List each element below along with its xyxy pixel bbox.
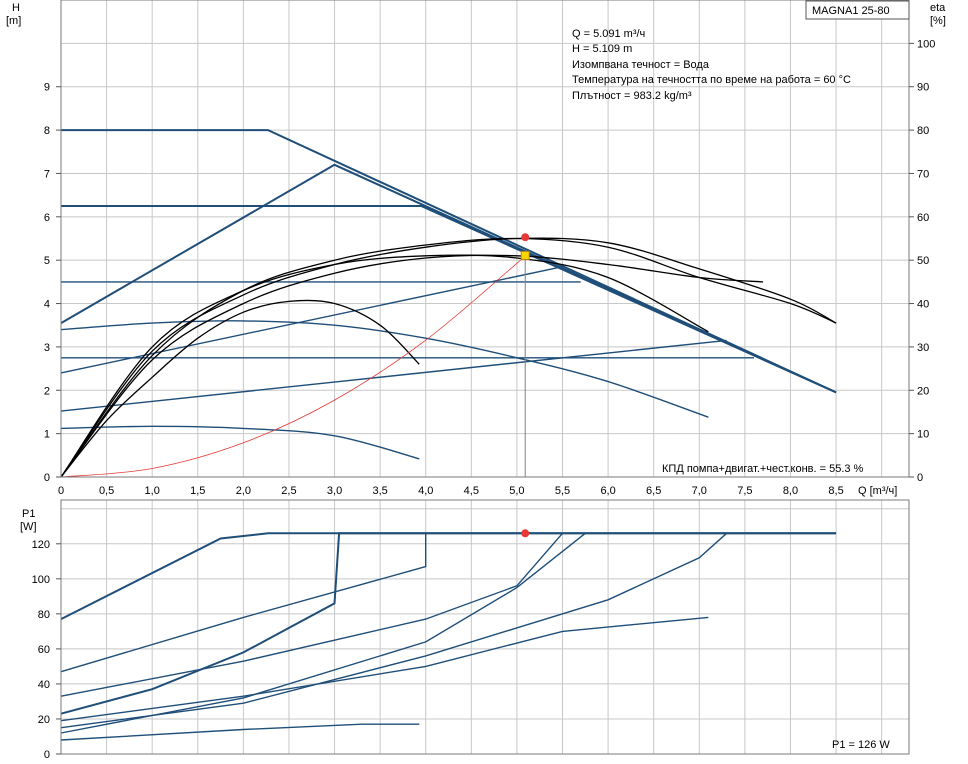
y-tick-label-h: 9 [44, 82, 50, 94]
y-tick-label-eta: 30 [917, 342, 929, 354]
y-tick-label-p1: 60 [38, 644, 50, 656]
duty-point-head-marker [520, 250, 530, 260]
y-tick-label-eta: 100 [917, 38, 935, 50]
y-tick-label-p1: 20 [38, 714, 50, 726]
power-curve-4 [60, 532, 586, 734]
y-axis-unit-h: [m] [6, 15, 21, 27]
head-curve-5 [60, 266, 563, 374]
x-axis-title-q: Q [m³/ч] [858, 485, 897, 497]
y-tick-label-h: 6 [44, 212, 50, 224]
y-axis-title-h: H [12, 2, 20, 14]
lower-grid [60, 500, 909, 755]
lower-plot-frame [60, 499, 910, 755]
upper-plot-frame [60, 0, 910, 478]
head-curve-0 [61, 129, 837, 394]
power-note: P1 = 126 W [832, 739, 890, 751]
x-tick-label: 7,5 [737, 485, 752, 497]
y-tick-label-eta: 0 [917, 472, 923, 484]
y-tick-label-eta: 20 [917, 385, 929, 397]
power-curve-2 [60, 533, 427, 673]
y-tick-label-eta: 90 [917, 82, 929, 94]
y-tick-label-p1: 120 [32, 539, 50, 551]
duty-point-power-marker [521, 529, 530, 538]
y-axis-unit-eta: [%] [930, 15, 946, 27]
info-line-temperature: Температура на течността по време на раб… [572, 74, 851, 86]
upper-ticks: 0 0,5 1,0 1,5 2,0 2,5 3,0 3,5 4,0 4,5 5,0 5,5 6,0 6,5… [44, 38, 935, 497]
y-tick-label-h: 2 [44, 385, 50, 397]
eta-curve-11 [60, 237, 837, 478]
upper-grid [60, 0, 909, 478]
x-tick-label: 2,0 [236, 485, 251, 497]
y-tick-label-p1: 40 [38, 679, 50, 691]
x-tick-label: 5,5 [555, 485, 570, 497]
y-tick-label-eta: 60 [917, 212, 929, 224]
head-curve-2 [61, 205, 837, 394]
y-tick-label-h: 5 [44, 255, 50, 267]
y-tick-label-h: 7 [44, 168, 50, 180]
model-label-box [805, 0, 910, 20]
y-tick-label-h: 4 [44, 299, 50, 311]
lower-curves [60, 532, 837, 741]
head-curve-6 [60, 339, 727, 412]
y-tick-label-h: 8 [44, 125, 50, 137]
y-tick-label-eta: 50 [917, 255, 929, 267]
upper-curves [60, 129, 837, 478]
y-tick-label-p1: 0 [44, 749, 50, 761]
power-curve-5 [60, 532, 728, 729]
eta-curve-10 [60, 237, 837, 478]
x-tick-label: 6,5 [646, 485, 661, 497]
head-curve-8 [60, 425, 420, 460]
power-curve-0 [60, 532, 837, 620]
power-curve-7 [60, 723, 420, 741]
y-tick-label-h: 3 [44, 342, 50, 354]
efficiency-note: КПД помпа+двигат.+чест.конв. = 55.3 % [662, 463, 864, 475]
y-tick-label-p1: 80 [38, 609, 50, 621]
info-line-density: Плътност = 983.2 kg/m³ [572, 90, 692, 102]
x-tick-label: 2,5 [281, 485, 296, 497]
x-tick-label: 7,0 [692, 485, 707, 497]
x-tick-label: 6,0 [600, 485, 615, 497]
power-curve-3 [60, 532, 564, 697]
x-tick-label: 1,5 [190, 485, 205, 497]
y-axis-title-p1: P1 [22, 508, 35, 520]
y-tick-label-h: 0 [44, 472, 50, 484]
eta-curve-9 [60, 254, 764, 478]
info-line-liquid: Изомпвана течност = Вода [572, 59, 710, 71]
y-tick-label-eta: 10 [917, 429, 929, 441]
info-line-q: Q = 5.091 m³/ч [572, 28, 645, 40]
duty-markers [520, 233, 530, 538]
y-tick-label-eta: 80 [917, 125, 929, 137]
x-tick-label: 0 [58, 485, 64, 497]
y-tick-label-p1: 100 [32, 574, 50, 586]
power-curve-6 [60, 616, 709, 722]
y-tick-label-eta: 40 [917, 299, 929, 311]
head-curve-7 [60, 320, 709, 418]
eta-curve-12 [60, 254, 709, 478]
lower-ticks: 0 20 40 60 80 100 120 [32, 539, 61, 761]
power-curve-1 [60, 532, 837, 715]
x-tick-label: 5,0 [509, 485, 524, 497]
y-tick-label-h: 1 [44, 429, 50, 441]
duty-point-eta-marker [521, 233, 530, 242]
x-tick-label: 4,0 [418, 485, 433, 497]
eta-curve-13 [60, 299, 420, 478]
x-tick-label: 4,5 [464, 485, 479, 497]
x-tick-label: 8,5 [828, 485, 843, 497]
x-tick-label: 1,0 [145, 485, 160, 497]
x-tick-label: 8,0 [783, 485, 798, 497]
y-axis-unit-p1: [W] [20, 521, 37, 533]
system-curve-14 [60, 254, 528, 478]
y-axis-title-eta: eta [930, 2, 946, 14]
x-tick-label: 0,5 [99, 485, 114, 497]
info-line-h: H = 5.109 m [572, 43, 632, 55]
model-label: MAGNA1 25-80 [812, 5, 890, 17]
x-tick-label: 3,5 [372, 485, 387, 497]
y-tick-label-eta: 70 [917, 168, 929, 180]
x-tick-label: 3,0 [327, 485, 342, 497]
